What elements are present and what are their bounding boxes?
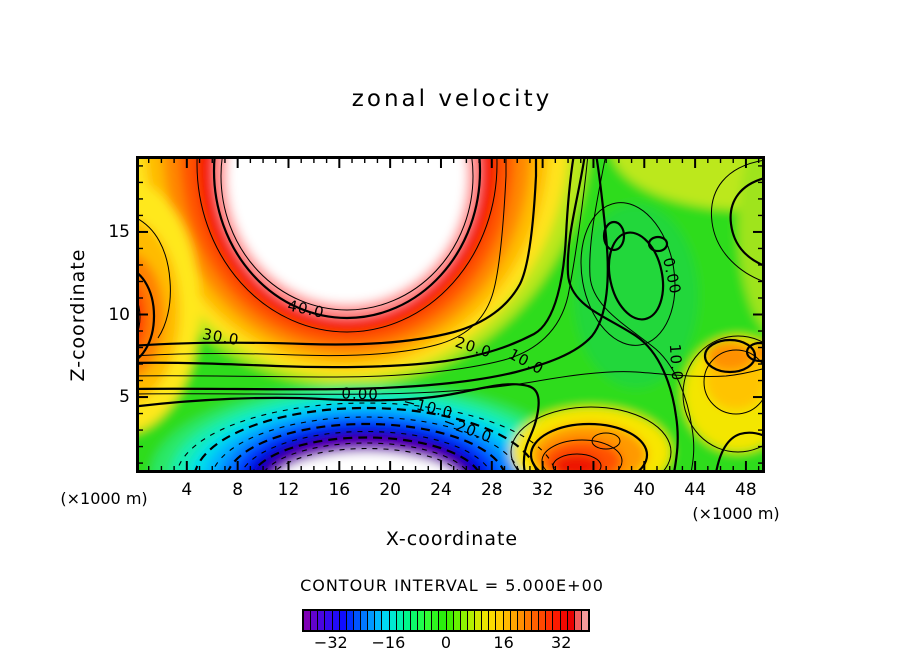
- colorbar-tick-label: −32: [313, 633, 348, 652]
- contour-interval-text: CONTOUR INTERVAL = 5.000E+00: [300, 576, 604, 595]
- colorbar-cell: [346, 611, 353, 630]
- colorbar-cell: [439, 611, 446, 630]
- colorbar-cell: [432, 611, 439, 630]
- colorbar-tick-label: 16: [493, 633, 514, 652]
- colorbar-cell: [453, 611, 460, 630]
- colorbar-cell: [339, 611, 346, 630]
- x-tick-label: 28: [480, 480, 503, 500]
- x-tick-label: 20: [379, 480, 401, 500]
- chart-title: zonal velocity: [351, 86, 553, 112]
- colorbar-cell: [574, 611, 581, 630]
- x-axis-title: X-coordinate: [385, 528, 519, 550]
- colorbar-cell: [503, 611, 510, 630]
- colorbar-cell: [311, 611, 318, 630]
- colorbar-cell: [382, 611, 389, 630]
- x-axis-unit-left: (×1000 m): [60, 489, 148, 508]
- x-axis-unit-right: (×1000 m): [692, 504, 780, 523]
- colorbar-cell: [410, 611, 417, 630]
- colorbar-cell: [539, 611, 546, 630]
- colorbar-tick-label: 0: [440, 633, 452, 652]
- colorbar-cell: [467, 611, 474, 630]
- x-tick-label: 48: [735, 480, 757, 500]
- x-tick-label: 36: [582, 480, 605, 500]
- colorbar: [302, 609, 590, 632]
- colorbar-cell: [524, 611, 531, 630]
- colorbar-cell: [396, 611, 403, 630]
- colorbar-cell: [475, 611, 482, 630]
- colorbar-cell: [560, 611, 567, 630]
- x-tick-label: 32: [531, 480, 554, 500]
- colorbar-cell: [532, 611, 539, 630]
- colorbar-cell: [361, 611, 368, 630]
- colorbar-cell: [403, 611, 410, 630]
- colorbar-cell: [375, 611, 382, 630]
- colorbar-cell: [318, 611, 325, 630]
- y-tick-label: 5: [119, 387, 130, 408]
- y-tick-label: 15: [108, 221, 130, 242]
- colorbar-cell: [418, 611, 425, 630]
- colorbar-cell: [304, 611, 311, 630]
- colorbar-cell: [567, 611, 574, 630]
- colorbar-cell: [553, 611, 560, 630]
- colorbar-cell: [460, 611, 467, 630]
- contour-lines: [136, 156, 765, 473]
- x-tick-label: 24: [430, 480, 452, 500]
- colorbar-cell: [581, 611, 588, 630]
- colorbar-cell: [482, 611, 489, 630]
- colorbar-cell: [510, 611, 517, 630]
- x-tick-label: 40: [633, 480, 656, 500]
- plot-frame: [136, 156, 765, 473]
- colorbar-cell: [389, 611, 396, 630]
- colorbar-cell: [489, 611, 496, 630]
- colorbar-cell: [546, 611, 553, 630]
- colorbar-cell: [368, 611, 375, 630]
- x-tick-label: 44: [684, 480, 706, 500]
- y-tick-label: 10: [108, 304, 130, 325]
- colorbar-cell: [353, 611, 360, 630]
- contour-label: 0.00: [341, 384, 379, 403]
- x-tick-label: 12: [277, 480, 300, 500]
- colorbar-cell: [517, 611, 524, 630]
- contour-fill-field: [136, 156, 765, 473]
- colorbar-tick-label: 32: [551, 633, 572, 652]
- colorbar-tick-label: −16: [371, 633, 406, 652]
- plot-area: 40.0 30.0 20.0 10.0 0.00 −10.0 −20.0 0.00 10.0: [136, 156, 765, 473]
- contour-label: 10.0: [666, 343, 687, 382]
- x-tick-label: 8: [232, 480, 244, 500]
- x-tick-label: 16: [328, 480, 351, 500]
- x-tick-label: 4: [181, 480, 193, 500]
- colorbar-cell: [325, 611, 332, 630]
- y-axis-title: Z-coordinate: [67, 248, 89, 382]
- colorbar-cell: [446, 611, 453, 630]
- colorbar-cell: [496, 611, 503, 630]
- colorbar-cell: [425, 611, 432, 630]
- colorbar-cell: [332, 611, 339, 630]
